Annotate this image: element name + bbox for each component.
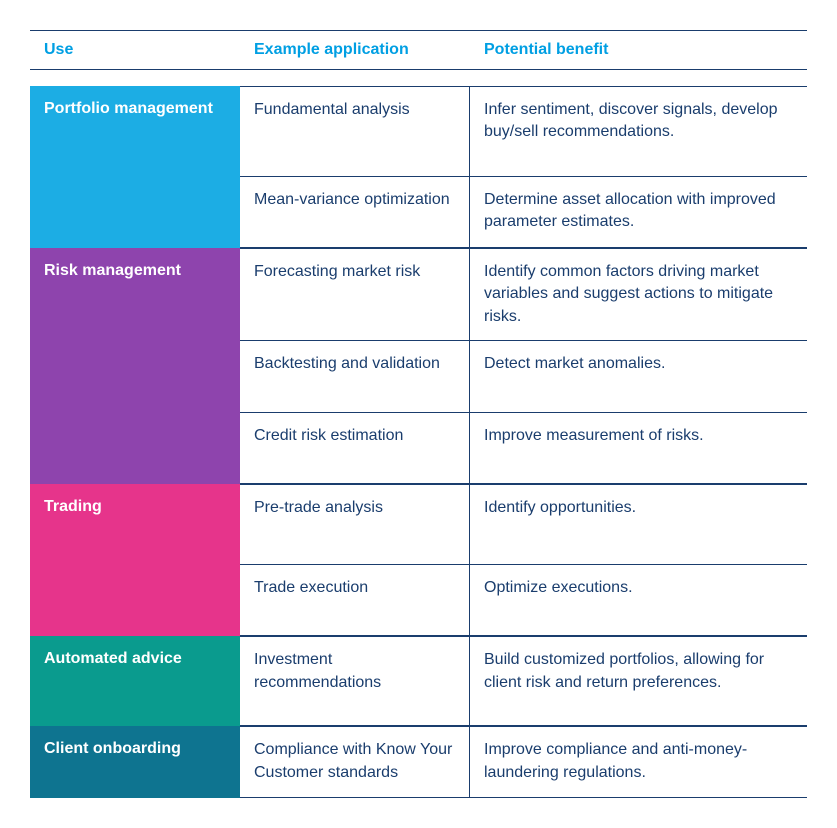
header-potential-benefit: Potential benefit — [470, 41, 807, 59]
example-application-cell: Investment recommendations — [240, 637, 470, 725]
table-row: Backtesting and validationDetect market … — [240, 340, 807, 412]
table-row: Investment recommendationsBuild customiz… — [240, 636, 807, 726]
example-application-cell: Mean-variance optimization — [240, 177, 470, 247]
use-cell: Trading — [30, 484, 240, 636]
section-rows: Pre-trade analysisIdentify opportunities… — [240, 484, 807, 636]
section-rows: Forecasting market riskIdentify common f… — [240, 248, 807, 484]
example-application-cell: Fundamental analysis — [240, 87, 470, 176]
example-application-cell: Pre-trade analysis — [240, 485, 470, 564]
table-row: Trade executionOptimize executions. — [240, 564, 807, 636]
potential-benefit-cell: Build customized portfolios, allowing fo… — [470, 637, 807, 725]
section-rows: Investment recommendationsBuild customiz… — [240, 636, 807, 726]
example-application-cell: Compliance with Know Your Customer stand… — [240, 727, 470, 797]
table-row: Forecasting market riskIdentify common f… — [240, 248, 807, 340]
table-container: Use Example application Potential benefi… — [30, 30, 807, 798]
example-application-cell: Backtesting and validation — [240, 341, 470, 412]
potential-benefit-cell: Improve compliance and anti-money-launde… — [470, 727, 807, 797]
potential-benefit-cell: Improve measurement of risks. — [470, 413, 807, 483]
potential-benefit-cell: Detect market anomalies. — [470, 341, 807, 412]
table-row: Fundamental analysisInfer sentiment, dis… — [240, 86, 807, 176]
section-rows: Fundamental analysisInfer sentiment, dis… — [240, 86, 807, 248]
section-rows: Compliance with Know Your Customer stand… — [240, 726, 807, 798]
potential-benefit-cell: Determine asset allocation with improved… — [470, 177, 807, 247]
use-cell: Automated advice — [30, 636, 240, 726]
table-section: Portfolio managementFundamental analysis… — [30, 86, 807, 248]
header-use: Use — [30, 41, 240, 59]
table-header-row: Use Example application Potential benefi… — [30, 30, 807, 70]
use-cell: Client onboarding — [30, 726, 240, 798]
potential-benefit-cell: Infer sentiment, discover signals, devel… — [470, 87, 807, 176]
potential-benefit-cell: Identify common factors driving market v… — [470, 249, 807, 340]
example-application-cell: Forecasting market risk — [240, 249, 470, 340]
table-section: TradingPre-trade analysisIdentify opport… — [30, 484, 807, 636]
table-section: Risk managementForecasting market riskId… — [30, 248, 807, 484]
table-section: Client onboardingCompliance with Know Yo… — [30, 726, 807, 798]
table-row: Mean-variance optimizationDetermine asse… — [240, 176, 807, 248]
potential-benefit-cell: Optimize executions. — [470, 565, 807, 635]
use-cell: Risk management — [30, 248, 240, 484]
table-row: Pre-trade analysisIdentify opportunities… — [240, 484, 807, 564]
table-row: Compliance with Know Your Customer stand… — [240, 726, 807, 798]
table-body: Portfolio managementFundamental analysis… — [30, 86, 807, 798]
example-application-cell: Trade execution — [240, 565, 470, 635]
table-row: Credit risk estimationImprove measuremen… — [240, 412, 807, 484]
example-application-cell: Credit risk estimation — [240, 413, 470, 483]
potential-benefit-cell: Identify opportunities. — [470, 485, 807, 564]
table-section: Automated adviceInvestment recommendatio… — [30, 636, 807, 726]
header-example-application: Example application — [240, 41, 470, 59]
use-cell: Portfolio management — [30, 86, 240, 248]
